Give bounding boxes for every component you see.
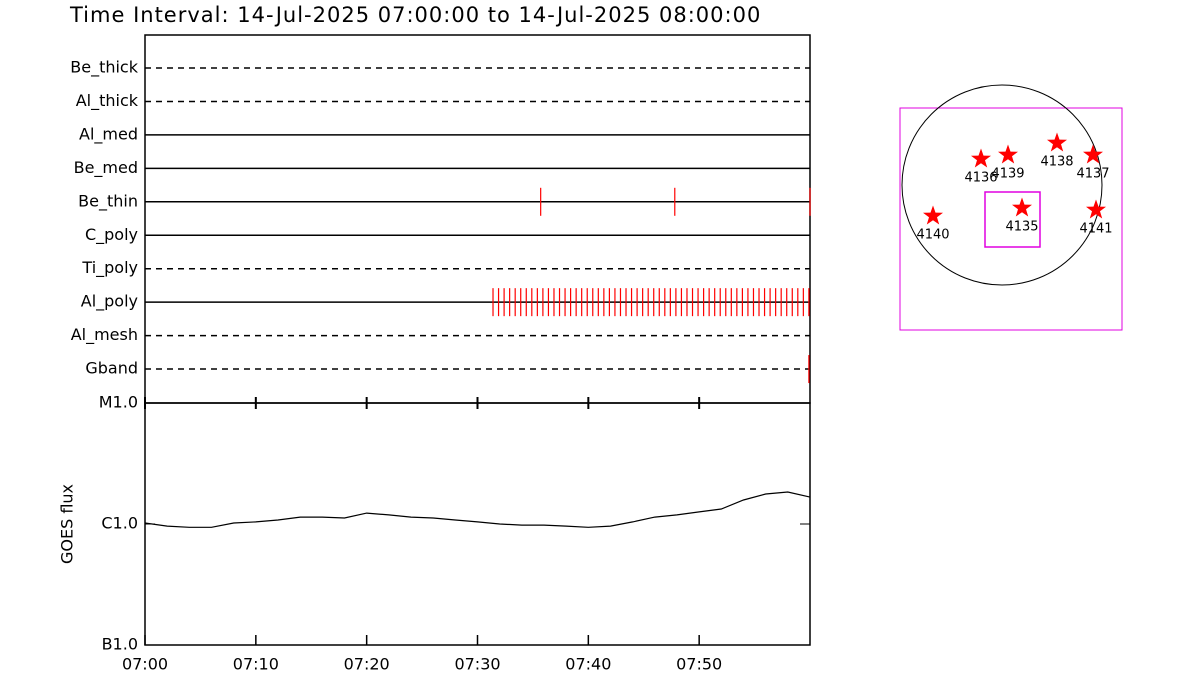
region-label: 4140 — [916, 228, 949, 243]
solar-limb — [901, 84, 1103, 286]
sunspot-marker — [1047, 132, 1067, 152]
sunspot-marker — [998, 144, 1018, 164]
x-tick-label: 07:10 — [233, 655, 279, 674]
x-tick-label: 07:50 — [676, 655, 722, 674]
sunspot-marker — [971, 148, 991, 168]
row-label: Gband — [85, 359, 138, 378]
sunspot-marker — [1083, 144, 1103, 164]
map-frame — [899, 107, 1123, 331]
row-label: Al_med — [79, 124, 138, 144]
region-label: 4136 — [964, 171, 997, 186]
row-label: C_poly — [85, 225, 138, 245]
region-label: 4135 — [1005, 220, 1038, 235]
x-tick-label: 07:00 — [122, 655, 168, 674]
timeline-frame — [144, 34, 811, 404]
y-tick-label: C1.0 — [101, 514, 138, 533]
row-label: Be_med — [74, 158, 138, 178]
region-label: 4137 — [1076, 167, 1109, 182]
row-label: Al_poly — [81, 292, 138, 312]
y-tick-label: B1.0 — [102, 635, 138, 654]
row-label: Al_thick — [76, 91, 139, 111]
x-tick-label: 07:30 — [454, 655, 500, 674]
x-tick-label: 07:20 — [344, 655, 390, 674]
y-tick-label: M1.0 — [99, 393, 138, 412]
row-label: Al_mesh — [71, 325, 138, 345]
row-label: Be_thin — [78, 191, 138, 211]
row-label: Ti_poly — [81, 258, 138, 278]
sunspot-marker — [923, 205, 943, 225]
field-of-view — [984, 191, 1041, 248]
row-label: Be_thick — [70, 58, 138, 78]
sunspot-marker — [1012, 197, 1032, 217]
chart-title: Time Interval: 14-Jul-2025 07:00:00 to 1… — [69, 3, 761, 27]
x-tick-label: 07:40 — [565, 655, 611, 674]
goes-frame — [144, 402, 811, 646]
region-label: 4139 — [991, 167, 1024, 182]
y-axis-label: GOES flux — [58, 484, 77, 564]
sunspot-marker — [1086, 199, 1106, 219]
flux-line — [144, 491, 811, 528]
region-label: 4138 — [1040, 155, 1073, 170]
region-label: 4141 — [1079, 222, 1112, 237]
